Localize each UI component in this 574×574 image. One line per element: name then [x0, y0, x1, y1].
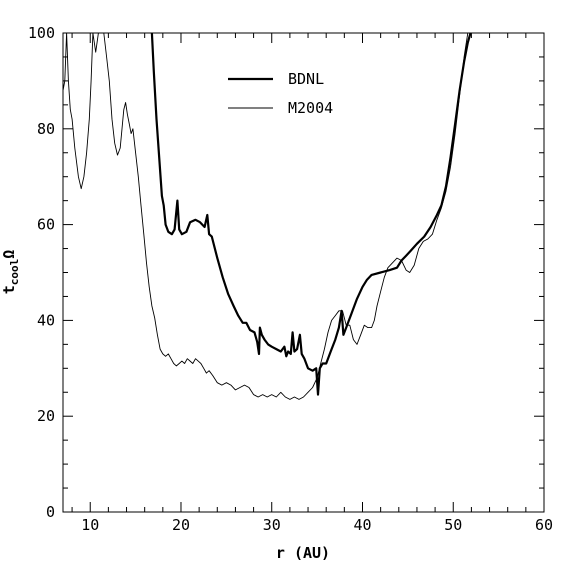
tick-marks — [63, 33, 544, 512]
y-tick-label: 100 — [28, 24, 55, 42]
x-tick-label: 30 — [263, 516, 281, 534]
y-tick-label: 80 — [37, 120, 55, 138]
series-layer — [63, 33, 472, 400]
x-tick-label: 40 — [353, 516, 371, 534]
legend: BDNL M2004 — [228, 70, 333, 117]
svg-text:tcoolΩ: tcoolΩ — [0, 250, 21, 295]
legend-label-bdnl: BDNL — [288, 70, 324, 88]
y-axis-title: tcoolΩ — [0, 250, 21, 295]
y-tick-label: 0 — [46, 503, 55, 521]
legend-label-m2004: M2004 — [288, 99, 333, 117]
y-tick-label: 40 — [37, 311, 55, 329]
x-tick-label: 20 — [172, 516, 190, 534]
x-tick-label: 50 — [444, 516, 462, 534]
y-axis-title-sub: cool — [8, 259, 21, 286]
series-line-m2004 — [63, 33, 469, 400]
x-axis-title: r (AU) — [276, 544, 330, 562]
y-tick-label: 20 — [37, 407, 55, 425]
y-axis-title-main: t — [0, 285, 18, 294]
y-tick-label: 60 — [37, 216, 55, 234]
x-tick-label: 10 — [81, 516, 99, 534]
y-axis-title-tail: Ω — [0, 250, 18, 259]
tick-labels: 10 20 30 40 50 60 0 20 40 60 80 100 — [28, 24, 553, 534]
x-tick-label: 60 — [535, 516, 553, 534]
